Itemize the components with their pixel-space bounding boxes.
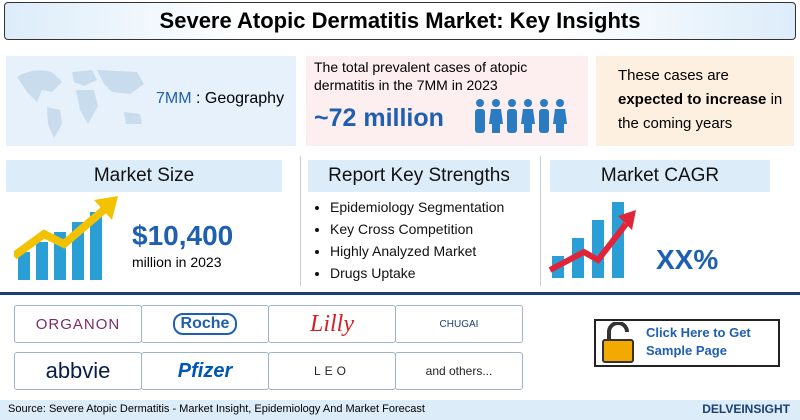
divider	[300, 156, 301, 286]
trend-after: in the coming years	[618, 91, 783, 132]
brand: DELVEINSIGHT	[702, 402, 790, 416]
title-bar	[4, 2, 796, 40]
company-name: LEO	[313, 364, 350, 378]
cagr-chart-icon	[548, 202, 636, 278]
company-name: ORGANON	[35, 315, 121, 333]
growth-chart-icon	[14, 196, 118, 280]
trend-before: These cases are	[618, 67, 729, 84]
logo-box: and others...	[395, 352, 523, 390]
market-size-value: $10,400	[132, 220, 234, 251]
geography-text: 7MM : Geography	[156, 90, 284, 108]
company-name: Lilly	[309, 310, 354, 337]
geography-label: : Geography	[196, 90, 285, 107]
logo-box: abbvie	[14, 352, 142, 390]
title: Severe Atopic Dermatitis Market: Key Ins…	[159, 8, 641, 33]
source: Source: Severe Atopic Dermatitis - Marke…	[8, 403, 425, 415]
sample-button-text[interactable]: Click Here to Get Sample Page	[646, 325, 751, 358]
logo-box: CHUGAI	[395, 305, 523, 343]
logo-box: Roche	[141, 305, 269, 343]
prevalence-text: The total prevalent cases of atopic derm…	[314, 59, 528, 93]
strengths-heading: Report Key Strengths	[308, 160, 530, 192]
prevalence-value: ~72 million	[314, 104, 444, 132]
geography-value: 7MM	[156, 90, 192, 107]
lock-icon	[602, 322, 634, 363]
cagr-value: XX%	[656, 244, 719, 275]
strengths-list: Epidemiology SegmentationKey Cross Compe…	[312, 196, 504, 284]
logo-box: Lilly	[268, 305, 396, 343]
logo-box: LEO	[268, 352, 396, 390]
company-name: abbvie	[45, 358, 111, 383]
trend-emphasis: expected to increase	[618, 91, 767, 108]
people-icons	[475, 99, 567, 133]
market-size-heading: Market Size	[6, 160, 282, 192]
trend-panel	[596, 56, 794, 146]
strength-item: Drugs Uptake	[330, 262, 504, 284]
strength-item: Highly Analyzed Market	[330, 240, 504, 262]
divider	[540, 156, 541, 286]
strength-item: Epidemiology Segmentation	[330, 196, 504, 218]
company-name: CHUGAI	[439, 318, 479, 330]
world-map	[17, 70, 144, 138]
logo-box: ORGANON	[14, 305, 142, 343]
logo-box: Pfizer	[141, 352, 269, 390]
footer	[0, 400, 800, 420]
strength-item: Key Cross Competition	[330, 218, 504, 240]
trend-text: These cases are expected to increase in …	[618, 64, 790, 136]
company-name: Pfizer	[177, 359, 233, 382]
company-name: and others...	[425, 364, 493, 378]
separator	[0, 292, 800, 295]
market-size-note: million in 2023	[132, 254, 222, 270]
cagr-heading: Market CAGR	[550, 160, 770, 192]
company-name: Roche	[172, 313, 238, 335]
